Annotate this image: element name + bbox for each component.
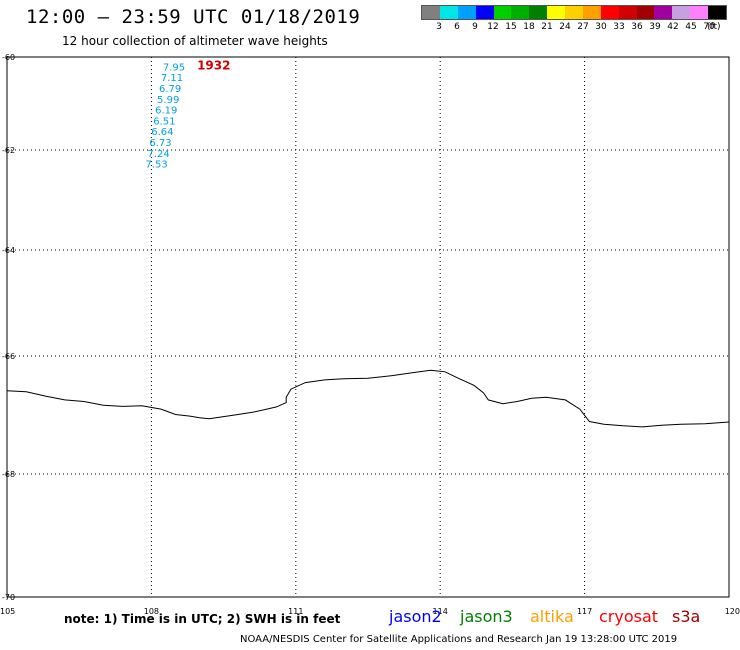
latitude-tick-label: -66	[2, 352, 15, 361]
latitude-tick-label: -60	[2, 53, 15, 62]
colorbar-tick-label: 6	[454, 22, 460, 32]
swh-value-label: 7.11	[161, 73, 183, 84]
colorbar-tick-label: 9	[472, 22, 478, 32]
colorbar-swatch	[422, 6, 440, 19]
colorbar-swatch	[547, 6, 565, 19]
colorbar-tick-label: 3	[436, 22, 442, 32]
colorbar-swatch	[582, 6, 601, 19]
swh-value-label: 7.24	[147, 149, 169, 160]
colorbar-swatch	[672, 6, 691, 19]
latitude-tick-label: -64	[2, 246, 15, 255]
latitude-tick-label: -62	[2, 146, 15, 155]
satellite-legend-cryosat: cryosat	[599, 607, 659, 626]
colorbar-labels: 3 6 9 12 15 18 21 24 27 30 33 36 39 42 45 70 (ft)	[421, 20, 727, 34]
chart-title: 12:00 – 23:59 UTC 01/18/2019	[26, 6, 361, 28]
swh-value-label: 6.19	[155, 106, 177, 117]
colorbar-tick-label: 30	[595, 22, 607, 32]
colorbar-tick-label: 12	[487, 22, 499, 32]
swh-value-label: 6.64	[151, 127, 173, 138]
colorbar-swatches	[421, 5, 727, 20]
colorbar-tick-label: 70	[703, 22, 715, 32]
swh-value-label: 6.79	[159, 84, 181, 95]
colorbar-tick-label: 24	[559, 22, 571, 32]
colorbar-swatch	[690, 6, 708, 19]
latitude-tick-label: -70	[2, 593, 15, 602]
credit-line: NOAA/NESDIS Center for Satellite Applica…	[240, 634, 678, 645]
longitude-tick-label: 120	[725, 607, 740, 616]
colorbar-tick-label: 33	[613, 22, 625, 32]
swh-value-label: 5.99	[157, 95, 179, 106]
colorbar-swatch	[654, 6, 673, 19]
swh-colorbar: 3 6 9 12 15 18 21 24 27 30 33 36 39 42 45 70 (ft)	[421, 5, 727, 39]
antarctic-coastline	[6, 369, 730, 428]
satellite-legend-s3a: s3a	[672, 607, 701, 626]
colorbar-tick-label: 42	[667, 22, 679, 32]
colorbar-swatch	[636, 6, 655, 19]
colorbar-tick-label: 45	[685, 22, 697, 32]
longitude-tick-label: 117	[577, 607, 592, 616]
colorbar-swatch	[565, 6, 583, 19]
swh-value-label: 7.95	[163, 62, 185, 73]
swh-value-label: 7.53	[145, 160, 167, 171]
pass-time-label: 1932	[197, 58, 230, 72]
colorbar-swatch	[457, 6, 476, 19]
colorbar-swatch	[618, 6, 637, 19]
satellite-legend-jason3: jason3	[460, 607, 513, 626]
colorbar-swatch	[708, 6, 726, 19]
longitude-tick-label: 114	[433, 607, 448, 616]
colorbar-swatch	[475, 6, 494, 19]
colorbar-unit: (ft)	[707, 22, 721, 32]
colorbar-tick-label: 39	[649, 22, 661, 32]
colorbar-tick-label: 18	[523, 22, 535, 32]
longitude-tick-label: 108	[144, 607, 159, 616]
colorbar-tick-label: 36	[631, 22, 643, 32]
satellite-legend-altika: altika	[530, 607, 574, 626]
map-frame	[6, 56, 730, 598]
colorbar-swatch	[600, 6, 619, 19]
colorbar-swatch	[511, 6, 530, 19]
colorbar-tick-label: 15	[505, 22, 517, 32]
units-note: note: 1) Time is in UTC; 2) SWH is in fe…	[64, 612, 341, 626]
longitude-tick-label: 111	[288, 607, 303, 616]
satellite-legend-jason2: jason2	[389, 607, 442, 626]
chart-subtitle: 12 hour collection of altimeter wave hei…	[62, 34, 328, 48]
swh-value-label: 6.73	[149, 138, 171, 149]
latitude-tick-label: -68	[2, 470, 15, 479]
colorbar-tick-label: 21	[541, 22, 553, 32]
colorbar-swatch	[493, 6, 512, 19]
colorbar-swatch	[439, 6, 458, 19]
colorbar-swatch	[529, 6, 548, 19]
longitude-tick-label: 105	[0, 607, 15, 616]
swh-value-label: 6.51	[153, 116, 175, 127]
colorbar-tick-label: 27	[577, 22, 589, 32]
